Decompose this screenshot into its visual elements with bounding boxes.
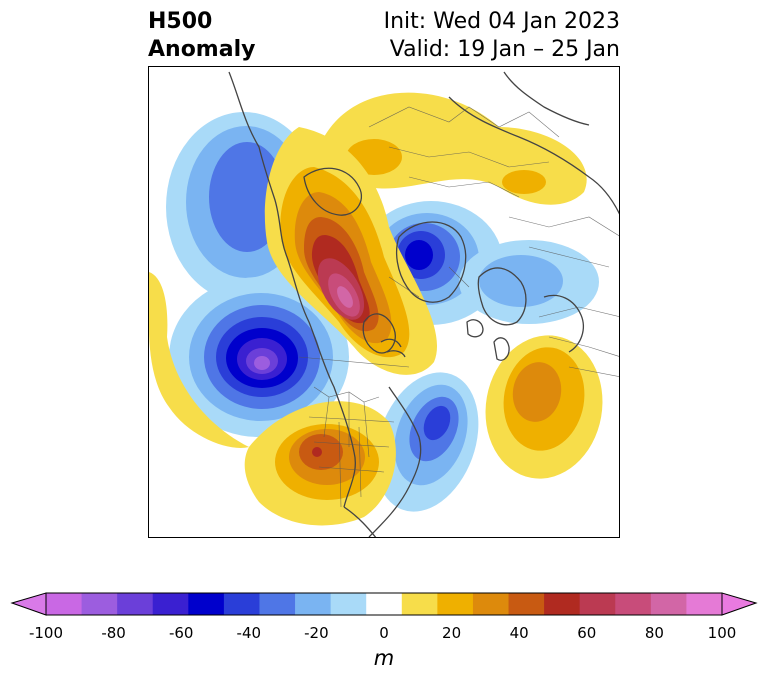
title-field: Anomaly [148,37,256,62]
colorbar-outline [45,592,723,616]
colorbar [10,592,758,616]
colorbar-cell [544,593,581,615]
colorbar-under-arrow [10,592,47,616]
ridge-subtropical-pacific [149,272,249,448]
colorbar-cell [117,593,154,615]
colorbar-cell [686,593,723,615]
anomaly-map [149,71,619,537]
colorbar-cell [188,593,225,615]
title-left: H500 Anomaly [148,8,255,64]
colorbar-tick-label: 0 [379,624,389,642]
trough-ne-pacific [169,277,349,437]
colorbar-tick-label: 100 [707,624,737,642]
colorbar-tick-label: -40 [236,624,262,642]
valid-range: Valid: 19 Jan – 25 Jan [389,37,620,62]
colorbar-tick-label: -60 [168,624,194,642]
colorbar-over-arrow [721,592,758,616]
colorbar-cell [650,593,687,615]
title-right: Init: Wed 04 Jan 2023 Valid: 19 Jan – 25… [384,8,620,64]
colorbar-tick-label: -80 [101,624,126,642]
colorbar-tick-label: 40 [509,624,529,642]
colorbar-tick-label: -100 [28,624,64,642]
colorbar-cell [579,593,616,615]
colorbar-cell [330,593,367,615]
colorbar-tick-label: 80 [644,624,664,642]
init-date: Init: Wed 04 Jan 2023 [383,9,620,34]
colorbar-cell [437,593,474,615]
trough-eastern-na [375,372,479,512]
colorbar-cell [46,593,83,615]
colorbar-cell [472,593,510,615]
colorbar-tick-label: 60 [577,624,597,642]
colorbar-cell [152,593,189,615]
map-panel [148,66,620,538]
title-variable: H500 [148,9,213,34]
colorbar-cell [508,593,545,615]
ridge-central-atlantic [485,335,603,479]
colorbar-cell [401,593,438,615]
coastlines [228,71,619,537]
colorbar-tick-label: -20 [304,624,329,642]
colorbar-tick-label: 20 [442,624,462,642]
colorbar-units-label: m [373,646,395,670]
colorbar-cell [295,593,332,615]
colorbar-cell [366,593,403,615]
colorbar-cell [615,593,652,615]
political-borders [298,106,619,508]
colorbar-cell [81,593,118,615]
colorbar-cell [223,593,260,615]
colorbar-cell [259,593,296,615]
trough-north-europe [459,240,599,324]
